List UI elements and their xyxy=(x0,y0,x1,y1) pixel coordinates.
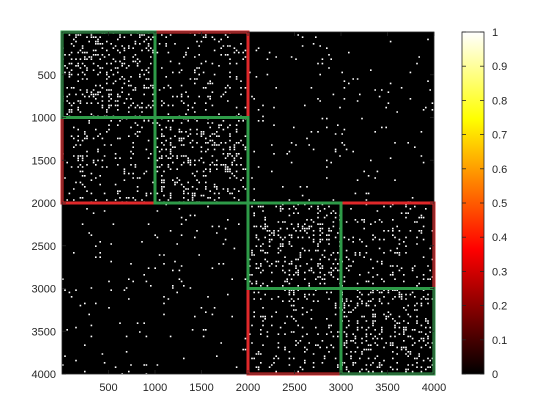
inner-box-2 xyxy=(153,116,250,205)
x-axis: 500 1000 1500 2000 2500 3000 3500 4000 xyxy=(99,32,446,394)
colorbar-tick-label: 0.6 xyxy=(492,164,507,176)
colorbar-tick-label: 0.1 xyxy=(492,335,507,347)
x-tick-label: 1500 xyxy=(189,382,213,394)
x-tick-label: 2500 xyxy=(282,382,306,394)
x-tick-label: 500 xyxy=(99,382,117,394)
colorbar-tick-label: 0.8 xyxy=(492,95,507,107)
y-tick-label: 500 xyxy=(38,70,56,82)
colorbar-tick-label: 0.3 xyxy=(492,266,507,278)
colorbar-ticks: 0 0.1 0.2 0.3 0.4 0.5 0.6 0.7 0.8 0.9 1 xyxy=(462,27,507,381)
colorbar-tick-label: 0 xyxy=(492,369,498,381)
colorbar-tick-label: 0.4 xyxy=(492,232,507,244)
colorbar-tick-label: 1 xyxy=(492,27,498,39)
colorbar-gradient xyxy=(462,32,484,374)
y-tick-label: 1000 xyxy=(32,113,56,125)
y-axis: 500 1000 1500 2000 2500 3000 3500 4000 xyxy=(32,70,434,381)
x-tick-label: 4000 xyxy=(422,382,446,394)
x-tick-label: 3000 xyxy=(329,382,353,394)
y-tick-label: 2500 xyxy=(32,241,56,253)
y-tick-label: 2000 xyxy=(32,198,56,210)
colorbar-tick-label: 0.9 xyxy=(492,61,507,73)
heatmap-plot-area xyxy=(60,30,436,376)
y-tick-label: 3000 xyxy=(32,284,56,296)
colorbar-tick-label: 0.5 xyxy=(492,198,507,210)
x-tick-label: 2000 xyxy=(236,382,260,394)
x-tick-label: 3500 xyxy=(375,382,399,394)
x-tick-label: 1000 xyxy=(143,382,167,394)
y-tick-label: 1500 xyxy=(32,155,56,167)
y-tick-label: 4000 xyxy=(32,369,56,381)
colorbar-tick-label: 0.7 xyxy=(492,130,507,142)
colorbar-tick-label: 0.2 xyxy=(492,301,507,313)
inner-box-3 xyxy=(246,201,343,290)
colorbar: 0 0.1 0.2 0.3 0.4 0.5 0.6 0.7 0.8 0.9 1 xyxy=(461,27,507,381)
y-tick-label: 3500 xyxy=(32,326,56,338)
